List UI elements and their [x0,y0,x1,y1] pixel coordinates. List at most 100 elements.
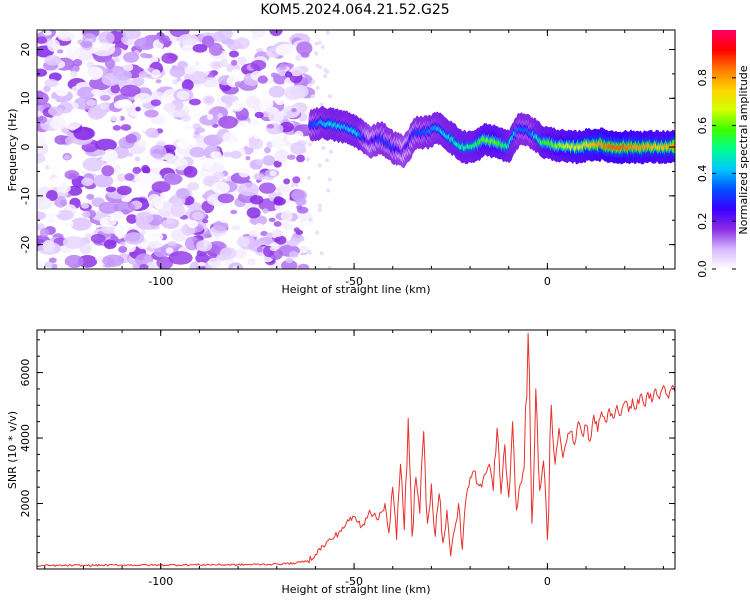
heatmap-noise-cell [37,211,47,221]
heatmap-noise-cell [281,259,298,269]
heatmap-noise-cell [187,219,199,229]
heatmap-noise-cell [115,70,132,81]
spectrogram-x-label: Height of straight line (km) [281,283,430,296]
y-tick-label: 4000 [19,424,32,452]
heatmap-noise-cell [144,109,159,118]
heatmap-noise-cell [64,220,74,228]
heatmap-ridge [308,105,675,169]
heatmap-noise-cell [37,154,43,160]
heatmap-noise-cell [288,240,299,247]
heatmap-noise-cell [181,79,194,91]
heatmap-noise-cell [232,248,248,259]
heatmap-noise-cell [262,208,269,214]
heatmap-noise-cell [86,193,95,200]
heatmap-noise-cell [184,65,197,75]
heatmap-noise-cell [250,59,267,71]
heatmap-noise-cell [269,170,277,177]
snr-y-ticks: 2000 4000 6000 [19,339,675,570]
heatmap-noise-cell [43,85,51,93]
colorbar-tick-label: 0.4 [696,165,709,183]
heatmap-noise-cell [192,211,204,221]
heatmap-noise-cell [257,37,265,43]
colorbar-tick-label: 0.0 [696,260,709,278]
heatmap-noise-cell [176,188,190,200]
heatmap-noise-cell [134,156,141,162]
heatmap-noise-cell [228,262,244,269]
heatmap-noise-cell [213,199,221,206]
heatmap-noise-cell [137,58,153,69]
heatmap-noise-cell [165,218,174,225]
heatmap-noise-cell [63,116,82,130]
heatmap-noise-cell [48,106,64,117]
heatmap-noise-cell [266,232,274,238]
heatmap-noise-cell [148,240,162,249]
heatmap-noise-cell [98,201,119,214]
heatmap-noise-cell [231,225,241,231]
heatmap-noise-cell [147,67,155,72]
heatmap-noise-cell [162,153,175,161]
heatmap-noise-cell [109,114,122,122]
heatmap-noise-cell [274,235,287,245]
heatmap-noise-cell [273,221,282,227]
heatmap-noise-cell [195,112,203,119]
heatmap-noise-cell [202,219,209,224]
heatmap-noise-cell [142,166,151,174]
heatmap-noise-cell [317,207,322,212]
heatmap-noise-cell [160,191,173,199]
y-tick-label: 6000 [19,359,32,387]
snr-y-label: SNR (10 * v/v) [6,411,19,489]
heatmap-noise-cell [290,84,309,99]
heatmap-noise-cell [37,36,48,45]
heatmap-noise-cell [138,263,149,269]
heatmap-noise-cell [95,138,117,152]
heatmap-noise-cell [317,40,322,45]
heatmap-noise-cell [314,51,319,56]
heatmap-noise-cell [325,69,330,74]
heatmap-noise-cell [68,125,77,131]
heatmap-noise-cell [181,114,191,122]
heatmap-noise-cell [223,151,232,158]
heatmap-noise-cell [38,197,44,202]
x-tick-label: 0 [544,275,551,288]
heatmap-noise-cell [98,31,115,45]
heatmap-noise-cell [250,119,260,126]
heatmap-noise-cell [234,81,243,88]
heatmap-noise-cell [126,214,138,224]
heatmap-noise-cell [311,79,316,84]
heatmap-noise-cell [135,106,141,112]
heatmap-noise-cell [167,241,177,247]
heatmap-noise-cell [319,251,324,256]
heatmap-noise-cell [319,102,324,107]
heatmap-noise-cell [105,186,116,193]
heatmap-noise-cell [134,37,157,51]
heatmap-noise-cell [248,137,264,150]
heatmap-noise-cell [47,39,61,52]
heatmap-noise-cell [48,158,64,173]
heatmap-noise-cell [56,209,74,221]
heatmap-noise-cell [122,63,134,72]
heatmap-noise-cell [117,173,126,182]
heatmap-noise-cell [209,60,223,70]
heatmap-noise-cell [275,43,296,57]
heatmap-noise-cell [168,251,193,265]
heatmap-noise-cell [85,66,104,81]
heatmap-noise-cell [163,66,171,72]
heatmap-noise-cell [277,184,291,193]
heatmap-noise-cell [169,196,179,204]
heatmap-noise-cell [274,97,282,104]
heatmap-noise-cell [287,154,296,160]
heatmap-noise-cell [244,31,254,39]
heatmap-noise-cell [317,203,322,208]
heatmap-noise-cell [315,85,320,90]
heatmap-noise-cell [268,85,286,98]
heatmap-noise-cell [86,99,98,107]
heatmap-noise-cell [219,215,230,223]
heatmap-noise-cell [232,137,239,143]
heatmap-noise-cell [139,52,149,59]
heatmap-noise-cell [249,195,264,205]
x-tick-label: -100 [148,575,173,588]
heatmap-noise-cell [201,157,215,167]
heatmap-noise-cell [64,136,74,145]
heatmap-noise-cell [325,158,330,163]
heatmap-noise-cell [189,146,206,158]
